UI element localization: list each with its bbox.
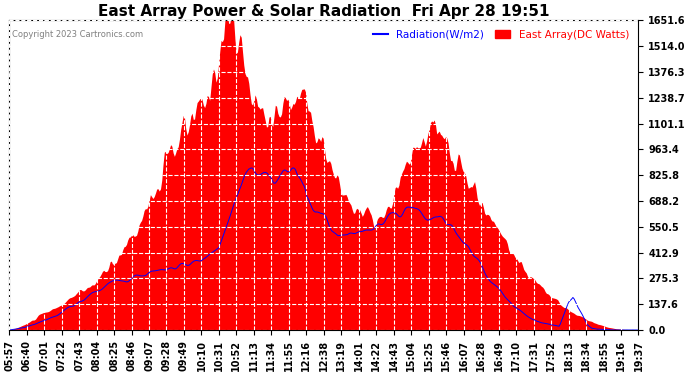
- Title: East Array Power & Solar Radiation  Fri Apr 28 19:51: East Array Power & Solar Radiation Fri A…: [98, 4, 549, 19]
- Text: Copyright 2023 Cartronics.com: Copyright 2023 Cartronics.com: [12, 30, 144, 39]
- Legend: Radiation(W/m2), East Array(DC Watts): Radiation(W/m2), East Array(DC Watts): [368, 26, 633, 44]
